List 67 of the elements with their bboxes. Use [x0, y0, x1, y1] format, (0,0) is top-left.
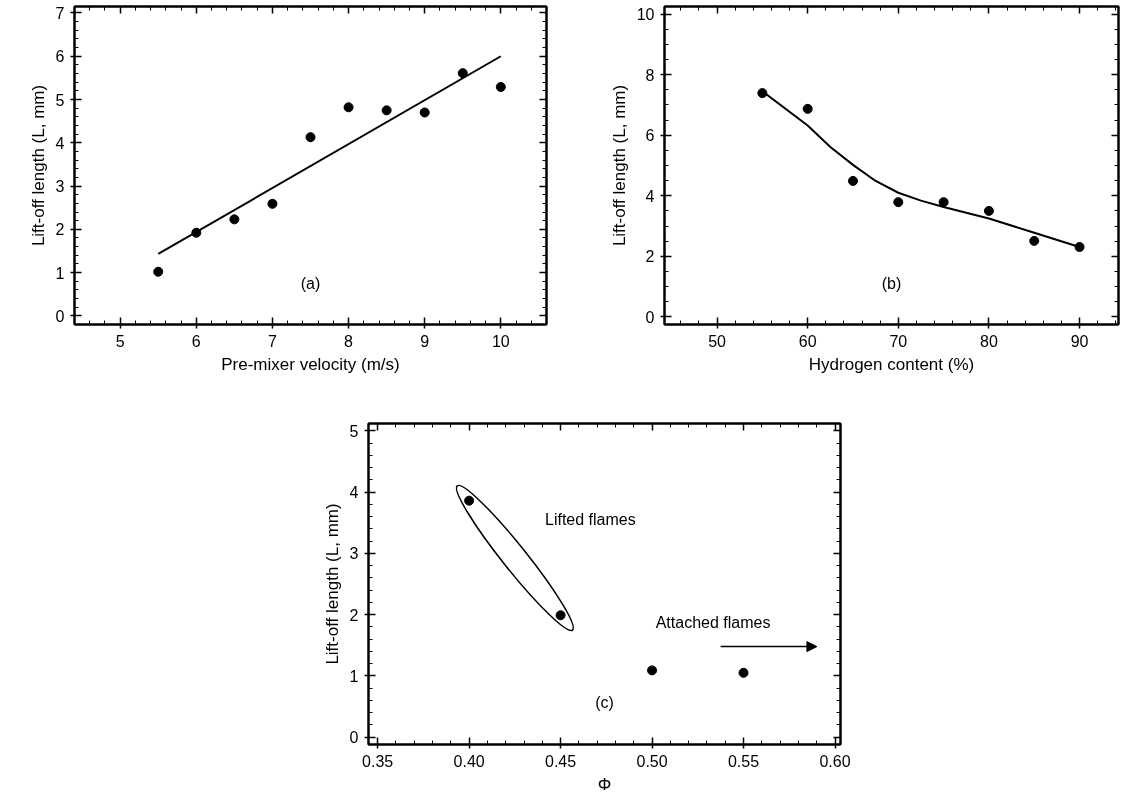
x-tick-label: 0.55: [727, 752, 760, 770]
y-axis-title: Lift-off length (L, mm): [28, 84, 48, 247]
x-tick-label: 0.40: [453, 752, 485, 770]
y-tick-label: 2: [55, 221, 65, 239]
point: [464, 495, 475, 506]
y-tick-label: 2: [645, 248, 655, 266]
point: [381, 105, 392, 116]
y-axis-title: Lift-off length (L, mm): [609, 84, 629, 247]
y-tick-label: 4: [349, 484, 359, 502]
y-tick-label: 7: [55, 4, 65, 22]
x-tick-label: 10: [491, 332, 510, 350]
point: [267, 198, 278, 209]
x-axis-title: Hydrogen content (%): [808, 354, 975, 374]
point: [305, 132, 316, 143]
point: [647, 665, 658, 676]
x-tick-label: 50: [708, 332, 727, 350]
x-tick-label: 0.50: [636, 752, 668, 770]
y-tick-label: 3: [349, 545, 359, 563]
y-tick-label: 10: [636, 6, 655, 24]
point: [983, 205, 994, 216]
y-tick-label: 0: [55, 307, 65, 325]
annotation: Lifted flames: [544, 511, 636, 529]
point: [153, 266, 164, 277]
point: [343, 102, 354, 113]
point: [555, 610, 566, 621]
y-tick-label: 3: [55, 178, 65, 196]
x-axis-title: Φ: [597, 774, 612, 794]
point: [1029, 235, 1040, 246]
y-tick-label: 2: [349, 606, 359, 624]
x-tick-label: 5: [115, 332, 125, 350]
point: [893, 197, 904, 208]
point: [229, 214, 240, 225]
annotation: (c): [595, 694, 614, 712]
point: [802, 103, 813, 114]
y-tick-label: 4: [55, 134, 65, 152]
y-tick-label: 1: [55, 264, 65, 282]
x-tick-label: 0.35: [362, 752, 394, 770]
x-tick-label: 7: [267, 332, 277, 350]
y-tick-label: 5: [55, 91, 65, 109]
x-tick-label: 0.45: [545, 752, 577, 770]
point: [938, 197, 949, 208]
x-tick-label: 60: [798, 332, 817, 350]
y-axis-title: Lift-off length (L, mm): [322, 503, 342, 665]
point: [495, 81, 506, 92]
point: [847, 175, 858, 186]
annotation: (a): [300, 274, 321, 292]
y-tick-label: 5: [349, 422, 359, 440]
y-tick-label: 6: [645, 127, 655, 145]
point: [457, 68, 468, 79]
x-axis-title: Pre-mixer velocity (m/s): [221, 354, 400, 374]
point: [1074, 241, 1085, 252]
annotation: (b): [881, 274, 902, 292]
x-tick-label: 9: [420, 332, 430, 350]
y-tick-label: 0: [349, 729, 359, 747]
annotation: Attached flames: [655, 614, 771, 632]
y-tick-label: 6: [55, 48, 65, 66]
x-tick-label: 6: [191, 332, 201, 350]
x-tick-label: 90: [1070, 332, 1089, 350]
x-tick-label: 80: [980, 332, 998, 350]
y-tick-label: 1: [349, 667, 359, 685]
x-tick-label: 70: [889, 332, 908, 350]
y-tick-label: 4: [645, 187, 655, 205]
point: [419, 107, 430, 118]
y-tick-label: 8: [645, 66, 655, 84]
point: [738, 667, 749, 678]
y-tick-label: 0: [645, 308, 655, 326]
x-tick-label: 0.60: [819, 752, 851, 770]
